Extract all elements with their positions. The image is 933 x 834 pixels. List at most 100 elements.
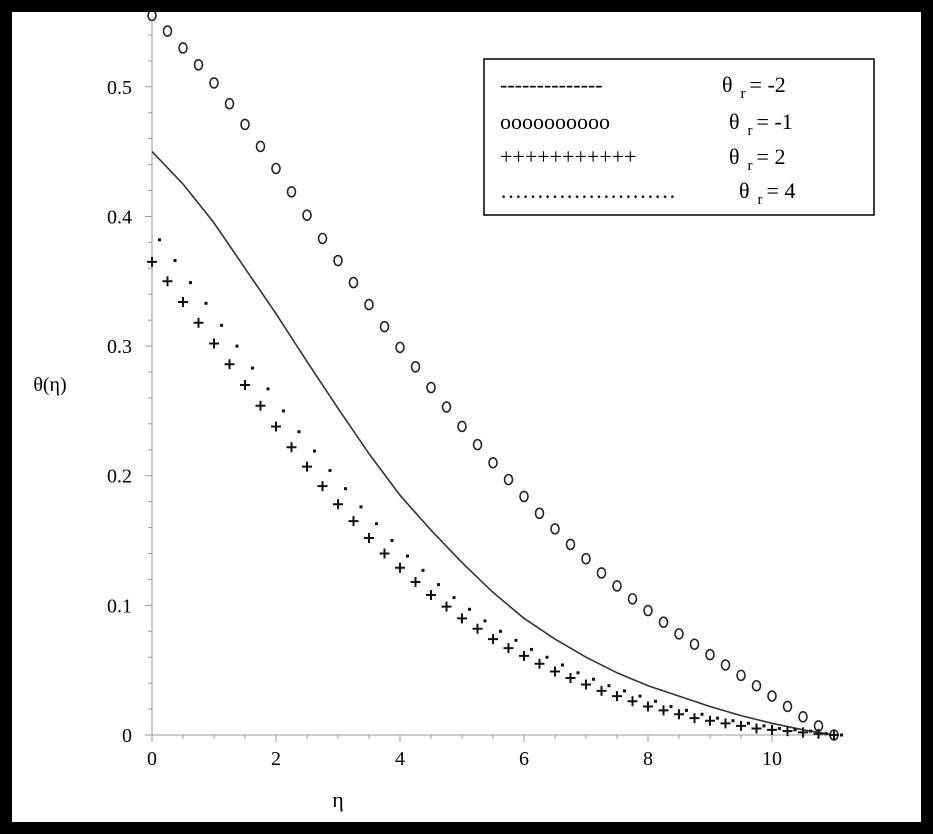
series-dot bbox=[158, 238, 843, 737]
plus-marker bbox=[426, 589, 436, 600]
dot-marker bbox=[251, 366, 254, 370]
circle-marker bbox=[596, 567, 607, 579]
circle-marker bbox=[410, 361, 421, 373]
series-layer bbox=[147, 12, 843, 741]
circle-marker bbox=[565, 538, 576, 551]
circle-marker bbox=[178, 42, 188, 54]
dot-marker bbox=[685, 708, 688, 712]
dot-marker bbox=[359, 505, 363, 509]
circle-marker bbox=[689, 638, 700, 651]
plus-marker bbox=[147, 256, 157, 267]
y-tick-label: 0.5 bbox=[107, 77, 132, 99]
plus-marker bbox=[767, 724, 777, 735]
plus-marker bbox=[286, 442, 297, 453]
dot-marker bbox=[282, 409, 285, 413]
circle-marker bbox=[162, 25, 173, 37]
plus-marker bbox=[488, 634, 498, 645]
circle-marker bbox=[705, 648, 715, 661]
circle-marker bbox=[193, 58, 204, 71]
plus-marker bbox=[550, 666, 560, 677]
circle-marker bbox=[364, 298, 374, 311]
plus-marker bbox=[333, 499, 343, 510]
plus-marker bbox=[348, 516, 359, 527]
legend-subscript: r bbox=[748, 158, 753, 174]
circle-marker bbox=[767, 690, 777, 702]
dot-marker bbox=[747, 721, 750, 725]
circle-marker bbox=[240, 118, 250, 131]
plus-marker bbox=[534, 658, 545, 669]
y-tick-label: 0 bbox=[122, 725, 132, 747]
legend-sample: -------------- bbox=[500, 72, 603, 97]
y-tick-label: 0.1 bbox=[107, 595, 132, 617]
legend-value: = 2 bbox=[757, 144, 786, 169]
legend-value: = 4 bbox=[767, 178, 796, 203]
dot-marker bbox=[545, 655, 549, 659]
plus-marker bbox=[178, 297, 188, 308]
circle-marker bbox=[348, 276, 359, 289]
y-tick-label: 0.2 bbox=[107, 466, 132, 488]
series-plus bbox=[147, 256, 839, 740]
plus-marker bbox=[643, 701, 653, 712]
dot-marker bbox=[406, 554, 409, 558]
x-tick-label: 0 bbox=[147, 748, 157, 770]
plot-background: 0 2 4 6 8 10 0 0.1 0.2 0.3 0.4 0.5 -------------- θ r… bbox=[12, 12, 921, 822]
plus-marker bbox=[751, 723, 762, 734]
plus-marker bbox=[255, 400, 266, 411]
plus-marker bbox=[565, 672, 576, 683]
circle-marker bbox=[751, 679, 762, 692]
axes: 0 2 4 6 8 10 0 0.1 0.2 0.3 0.4 0.5 bbox=[107, 22, 835, 770]
circle-marker bbox=[286, 186, 297, 198]
series-solid bbox=[151, 151, 835, 736]
x-tick-label: 8 bbox=[643, 748, 653, 770]
plus-marker bbox=[224, 359, 235, 370]
circle-marker bbox=[519, 490, 529, 503]
dot-marker bbox=[778, 727, 781, 731]
y-tick-label: 0.4 bbox=[107, 206, 132, 228]
plus-marker bbox=[829, 730, 839, 740]
circle-marker bbox=[333, 254, 343, 267]
plus-marker bbox=[271, 421, 281, 432]
circle-marker bbox=[503, 473, 514, 486]
dot-marker bbox=[716, 716, 719, 720]
circle-marker bbox=[426, 381, 436, 394]
plus-marker bbox=[193, 317, 204, 328]
dot-marker bbox=[669, 704, 673, 708]
legend-subscript: r bbox=[748, 123, 753, 139]
circle-marker bbox=[488, 456, 498, 469]
plus-marker bbox=[457, 613, 467, 624]
plus-marker bbox=[209, 338, 219, 349]
circle-marker bbox=[550, 523, 560, 535]
legend-label: θ r = -1 bbox=[729, 109, 793, 139]
legend-label: θ r = 2 bbox=[729, 144, 785, 174]
circle-marker bbox=[224, 97, 235, 110]
y-axis-label: θ(η) bbox=[33, 374, 66, 396]
dot-marker bbox=[561, 663, 564, 667]
dot-marker bbox=[266, 387, 270, 391]
plus-marker bbox=[813, 728, 824, 739]
dot-marker bbox=[297, 430, 301, 434]
circle-marker bbox=[798, 711, 808, 723]
dot-marker bbox=[654, 699, 657, 703]
dot-marker bbox=[809, 729, 812, 733]
circle-marker bbox=[612, 580, 622, 592]
circle-marker bbox=[534, 507, 545, 520]
plus-marker bbox=[612, 691, 622, 702]
dot-marker bbox=[421, 568, 425, 572]
x-tick-label: 4 bbox=[395, 748, 405, 770]
plus-marker bbox=[410, 577, 421, 588]
legend-value: = -1 bbox=[757, 109, 793, 134]
plus-marker bbox=[720, 718, 731, 729]
plus-marker bbox=[395, 562, 405, 573]
dot-marker bbox=[437, 583, 440, 587]
dot-marker bbox=[824, 732, 828, 736]
dot-marker bbox=[576, 671, 580, 675]
dot-marker bbox=[468, 607, 471, 611]
circle-marker bbox=[674, 628, 684, 640]
plus-marker bbox=[581, 679, 591, 690]
plus-marker bbox=[798, 727, 808, 738]
plus-marker bbox=[162, 276, 173, 287]
plus-marker bbox=[472, 623, 483, 634]
dot-marker bbox=[731, 719, 735, 723]
x-axis-label: η bbox=[332, 787, 344, 812]
